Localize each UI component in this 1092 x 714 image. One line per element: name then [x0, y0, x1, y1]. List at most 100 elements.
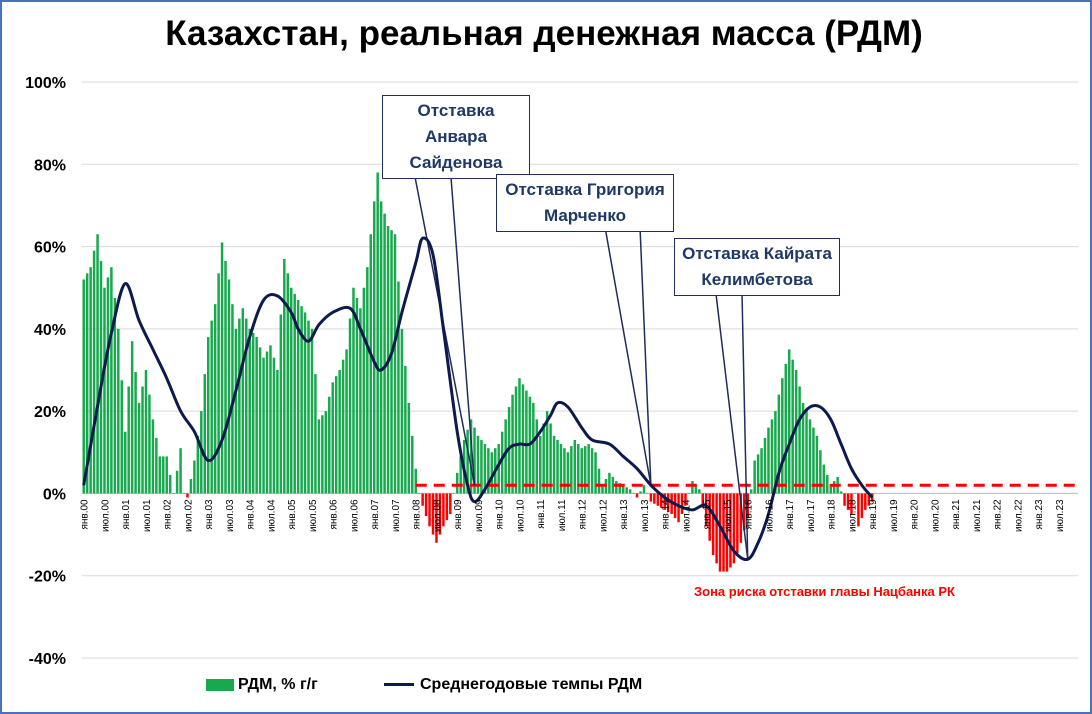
average-rdm-line: [82, 236, 874, 562]
rdm-bar: [694, 485, 698, 494]
x-tick-label: июл.22: [1014, 499, 1025, 532]
y-tick-label: 60%: [34, 240, 66, 257]
rdm-bar: [203, 374, 207, 494]
rdm-bar: [646, 493, 649, 494]
y-tick-label: 20%: [34, 404, 66, 421]
rdm-bar: [504, 419, 507, 494]
y-tick-label: 80%: [34, 157, 66, 174]
x-tick-label: янв.12: [578, 499, 589, 530]
rdm-bar: [767, 427, 770, 494]
rdm-bar: [756, 454, 760, 494]
rdm-bar: [466, 429, 469, 494]
rdm-bar: [587, 444, 590, 494]
rdm-bar: [749, 489, 753, 494]
rdm-bar: [449, 493, 452, 514]
rdm-bar: [781, 378, 784, 494]
rdm-bar: [179, 448, 182, 494]
rdm-bar: [234, 328, 238, 494]
rdm-bar: [715, 493, 718, 564]
x-tick-label: янв.15: [702, 499, 713, 530]
rdm-bar: [438, 493, 442, 535]
rdm-bar: [826, 474, 829, 494]
legend-bar-swatch: [206, 678, 234, 691]
rdm-bar: [103, 287, 106, 494]
rdm-bar: [870, 493, 874, 502]
x-tick-label: июл.10: [516, 499, 527, 532]
rdm-bar: [279, 314, 283, 494]
rdm-bar: [770, 419, 774, 494]
rdm-bar: [525, 390, 528, 494]
rdm-bar: [355, 298, 359, 494]
x-tick-label: июл.17: [806, 499, 817, 532]
rdm-bar: [677, 493, 680, 523]
rdm-bar: [431, 493, 435, 535]
rdm-bar: [141, 386, 144, 494]
rdm-bar: [455, 472, 459, 494]
rdm-bar: [577, 444, 580, 494]
rdm-bar: [376, 172, 379, 494]
rdm-bar: [642, 485, 646, 494]
rdm-bar: [611, 476, 615, 494]
rdm-bar: [345, 349, 348, 494]
x-tick-label: янв.21: [951, 499, 962, 530]
rdm-bar: [635, 493, 639, 498]
rdm-bar: [303, 312, 307, 494]
rdm-bar: [293, 293, 296, 494]
rdm-bar: [158, 456, 162, 494]
rdm-bar: [407, 402, 411, 494]
rdm-bar: [137, 402, 141, 494]
rdm-bar: [162, 456, 165, 494]
rdm-bar: [442, 493, 445, 527]
rdm-bar: [127, 386, 130, 494]
x-tick-label: янв.20: [910, 499, 921, 530]
rdm-bar: [843, 493, 846, 506]
rdm-bar: [794, 370, 798, 494]
rdm-bar: [186, 493, 189, 498]
rdm-bar: [791, 359, 794, 494]
rdm-bar: [687, 493, 691, 494]
rdm-bar: [729, 493, 732, 568]
rdm-bar: [621, 485, 625, 494]
annotation-saydenov: Отставка Анвара Сайденова: [382, 95, 530, 179]
rdm-bar: [743, 493, 746, 531]
x-tick-label: июл.03: [225, 499, 236, 532]
rdm-bar: [853, 493, 857, 494]
rdm-bar: [210, 320, 213, 494]
x-tick-label: янв.05: [287, 499, 298, 530]
rdm-bar: [289, 287, 293, 494]
rdm-bar: [89, 267, 92, 494]
x-tick-label: июл.13: [640, 499, 651, 532]
rdm-bar: [369, 234, 373, 494]
rdm-bar: [424, 493, 428, 517]
legend-item-bars: РДМ, % г/г: [206, 676, 318, 694]
legend-item-line: Среднегодовые темпы РДМ: [384, 676, 642, 694]
x-tick-label: июл.15: [723, 499, 734, 532]
rdm-bar: [760, 448, 763, 494]
rdm-bar: [480, 439, 483, 494]
rdm-bar: [608, 472, 611, 494]
rdm-bar: [542, 423, 545, 494]
rdm-bar: [656, 493, 660, 506]
rdm-bar: [300, 306, 303, 494]
rdm-bar: [545, 411, 549, 494]
rdm-bar: [331, 382, 334, 494]
rdm-bar: [801, 402, 805, 494]
x-tick-label: июл.04: [267, 499, 278, 532]
rdm-bar: [307, 320, 310, 494]
rdm-bar: [213, 304, 217, 494]
rdm-bar: [483, 444, 487, 494]
rdm-bar: [725, 493, 729, 572]
rdm-bar: [549, 423, 552, 494]
rdm-bar: [286, 273, 290, 494]
rdm-bar: [739, 493, 743, 543]
rdm-bar: [649, 493, 653, 502]
x-tick-label: янв.04: [246, 499, 257, 530]
rdm-bar: [383, 213, 386, 494]
y-tick-label: -20%: [29, 569, 66, 586]
rdm-bar: [556, 439, 559, 494]
rdm-bar: [663, 493, 666, 510]
rdm-bar: [362, 287, 366, 494]
annotation-kelimbetov: Отставка Кайрата Келимбетова: [674, 238, 840, 296]
legend-line-label: Среднегодовые темпы РДМ: [420, 676, 643, 693]
rdm-bar: [473, 427, 476, 494]
